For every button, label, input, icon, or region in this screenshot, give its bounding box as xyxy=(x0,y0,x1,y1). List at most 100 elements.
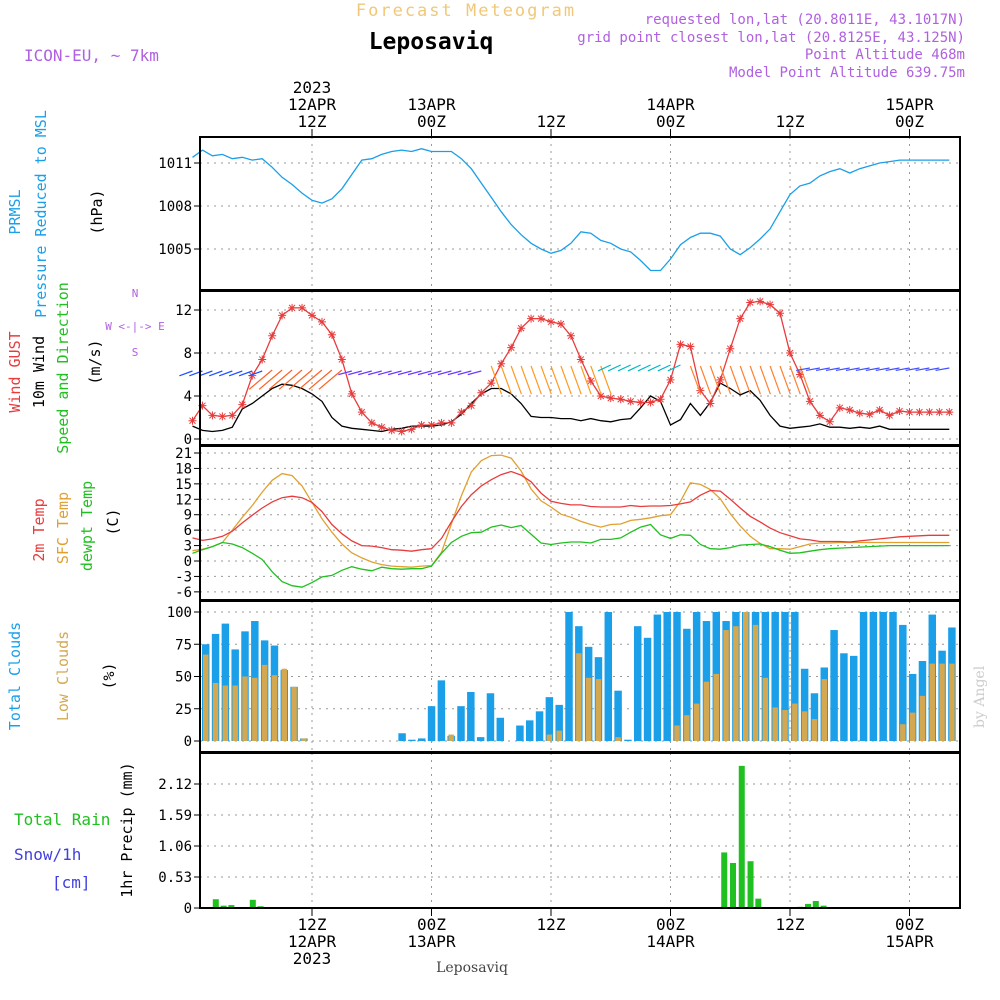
gust-marker xyxy=(795,370,804,379)
low-cloud-bar xyxy=(752,624,759,741)
low-cloud-bar xyxy=(291,686,297,741)
gust-marker xyxy=(845,405,854,414)
wind-direction-arrow xyxy=(298,369,323,390)
total-cloud-bar xyxy=(800,668,809,741)
wind-gust-label: Wind GUST xyxy=(6,331,24,412)
wind-direction-arrow xyxy=(845,367,860,372)
wind-direction-arrow xyxy=(407,370,422,376)
gust-marker xyxy=(626,397,635,406)
low-cloud-bar xyxy=(821,679,828,741)
pressure-line xyxy=(192,148,950,272)
gust-marker xyxy=(825,417,834,426)
wind-direction-arrow xyxy=(729,365,742,395)
xtick-label-bottom: 12Z xyxy=(298,915,327,934)
precip-bar xyxy=(747,861,754,908)
gust-marker xyxy=(656,395,665,404)
xtick-label-bottom: 00Z xyxy=(417,915,446,934)
total-cloud-bar xyxy=(437,680,446,741)
low-cloud-bar xyxy=(252,677,258,741)
low-cloud-bar xyxy=(576,653,582,741)
wind-unit-label: (m/s) xyxy=(86,339,104,384)
ytick-label: 75 xyxy=(175,637,192,653)
gust-marker xyxy=(925,408,934,417)
ytick-label: 9 xyxy=(184,508,192,524)
wind-direction-arrow xyxy=(597,364,612,372)
compass-north: N xyxy=(132,287,139,300)
ytick-label: 1.06 xyxy=(158,839,192,855)
low-cloud-bar xyxy=(900,724,906,741)
gust-marker xyxy=(278,311,287,320)
gust-marker xyxy=(726,344,735,353)
total-cloud-bar xyxy=(673,612,681,741)
wind-direction-arrow xyxy=(749,365,761,395)
wind-direction-arrow xyxy=(447,370,462,376)
total-cloud-bar xyxy=(545,697,554,741)
ytick-label: 6 xyxy=(184,523,192,539)
sfc-temp-label: SFC Temp xyxy=(54,492,72,564)
xtick-label-top: 12APR xyxy=(288,95,337,114)
total-cloud-bar xyxy=(859,612,868,741)
low-cloud-bar xyxy=(261,664,268,741)
credit-watermark: by Angel xyxy=(972,665,988,728)
gust-marker xyxy=(427,421,436,430)
wind-direction-arrow xyxy=(520,365,532,395)
gust-marker xyxy=(537,314,546,323)
total-cloud-bar xyxy=(869,612,878,741)
ytick-label: -6 xyxy=(175,585,192,601)
gust-marker xyxy=(686,342,695,351)
wind-direction-arrow xyxy=(915,367,930,372)
low-clouds-label: Low Clouds xyxy=(54,631,72,721)
wind-direction-arrow xyxy=(288,369,313,390)
gust-marker xyxy=(417,421,426,430)
gust-marker xyxy=(228,411,237,420)
wind-direction-arrow xyxy=(875,367,890,372)
wind-direction-arrow xyxy=(617,364,631,372)
low-cloud-bar xyxy=(693,703,700,741)
wind-direction-arrow xyxy=(540,365,552,395)
low-cloud-bar xyxy=(703,681,710,741)
gust-marker xyxy=(865,410,874,419)
wind-direction-arrow xyxy=(590,365,602,395)
xtick-label-bottom: 12Z xyxy=(537,915,566,934)
precip-bar xyxy=(228,905,235,908)
ytick-label: 1.59 xyxy=(158,808,192,824)
wind-direction-arrow xyxy=(318,369,343,390)
ytick-label: 25 xyxy=(175,702,192,718)
low-cloud-bar xyxy=(684,715,690,741)
ytick-label: 0 xyxy=(184,554,192,570)
panel-frame-pressure xyxy=(199,136,961,291)
gust-marker xyxy=(527,314,536,323)
precip-bar xyxy=(249,899,256,908)
sfc-temp-line xyxy=(192,454,950,568)
gust-marker xyxy=(835,403,844,412)
gust-marker xyxy=(636,398,645,407)
gust-marker xyxy=(875,405,884,414)
xtick-label-bottom: 00Z xyxy=(895,915,924,934)
gust-marker xyxy=(477,388,486,397)
low-cloud-bar xyxy=(723,630,729,741)
wind-direction-arrow xyxy=(739,365,752,395)
wind-direction-arrow xyxy=(500,365,513,395)
ytick-label: 1005 xyxy=(158,242,192,258)
total-cloud-bar xyxy=(634,626,642,741)
ytick-label: 1008 xyxy=(158,199,192,215)
gust-marker xyxy=(586,376,595,385)
total-clouds-label: Total Clouds xyxy=(6,622,24,730)
wind-direction-arrow xyxy=(637,364,651,372)
gust-marker xyxy=(935,408,944,417)
xtick-label-top: 00Z xyxy=(417,112,446,131)
low-cloud-bar xyxy=(949,663,955,741)
total-cloud-bar xyxy=(408,739,416,741)
gust-marker xyxy=(945,408,954,417)
gust-marker xyxy=(706,399,715,408)
total-cloud-bar xyxy=(467,691,475,741)
low-cloud-bar xyxy=(792,703,798,741)
low-cloud-bar xyxy=(212,682,219,741)
low-cloud-bar xyxy=(232,685,238,741)
gust-marker xyxy=(766,300,775,309)
total-rain-label: Total Rain xyxy=(14,810,110,829)
total-cloud-bar xyxy=(614,690,622,741)
forecast-meteogram-title: Forecast Meteogram xyxy=(356,1,576,21)
total-cloud-bar xyxy=(418,738,426,741)
low-cloud-bar xyxy=(811,719,818,741)
